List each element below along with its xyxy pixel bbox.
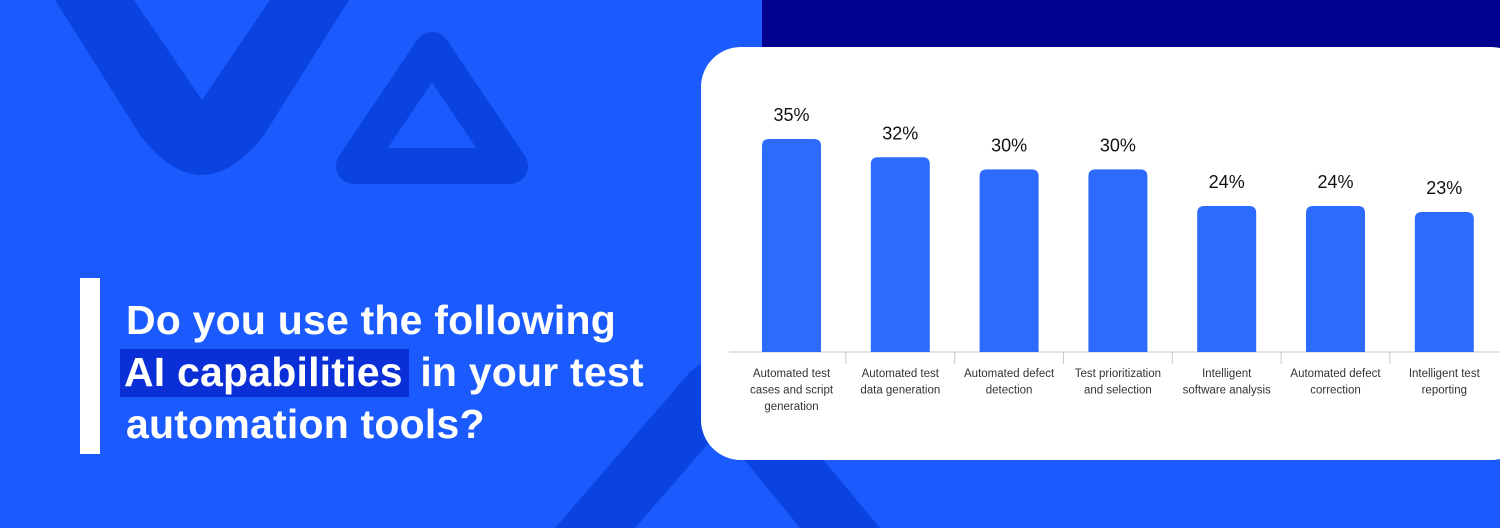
bar-7: [1414, 212, 1474, 352]
category-label-line: Automated defect: [964, 368, 1055, 380]
bar-chart: 35% Automated test cases and script generat…: [729, 105, 1500, 413]
question-line-3: automation tools?: [126, 401, 485, 447]
bar-3: [979, 169, 1039, 352]
quote-bar: [80, 278, 100, 454]
category-label-line: Automated test: [753, 368, 831, 380]
category-label-line: correction: [1310, 385, 1361, 397]
question-line-2-rest: in your test: [420, 349, 644, 395]
question-line-1: Do you use the following: [126, 297, 616, 343]
question-highlight: AI capabilities: [120, 349, 409, 397]
question-line-2: AI capabilities in your test: [120, 346, 686, 398]
bar-value-label-5: 24%: [1209, 172, 1245, 192]
category-label-line: Test prioritization: [1075, 368, 1161, 380]
bar-value-label-6: 24%: [1317, 172, 1353, 192]
category-label-1: Automated test cases and script generation: [750, 368, 834, 413]
chevron-shape: [55, 0, 349, 175]
bar-value-label-4: 30%: [1100, 135, 1136, 155]
category-label-6: Automated defect correction: [1290, 368, 1381, 397]
triangle-outline-shape: [336, 32, 528, 184]
category-label-line: Intelligent test: [1409, 368, 1481, 380]
category-label-4: Test prioritization and selection: [1075, 368, 1161, 397]
category-label-line: and selection: [1084, 385, 1152, 397]
category-label-line: Intelligent: [1202, 368, 1252, 380]
category-label-line: reporting: [1422, 385, 1467, 397]
bar-6: [1306, 205, 1365, 352]
category-label-5: Intelligent software analysis: [1183, 368, 1271, 397]
bar-value-label-3: 30%: [991, 135, 1027, 155]
bar-4: [1088, 169, 1148, 352]
bar-2: [870, 157, 930, 352]
lower-chevron-shape: [555, 358, 880, 528]
category-label-line: generation: [764, 401, 818, 413]
category-label-line: data generation: [860, 385, 940, 397]
category-label-line: detection: [986, 385, 1033, 397]
category-label-line: software analysis: [1183, 385, 1271, 397]
chart-card: 35% Automated test cases and script generat…: [701, 47, 1500, 460]
category-label-2: Automated test data generation: [860, 368, 940, 397]
category-label-3: Automated defect detection: [964, 368, 1055, 397]
navy-band: [762, 0, 1500, 48]
category-label-line: Automated test: [862, 368, 940, 380]
category-label-7: Intelligent test reporting: [1409, 368, 1481, 397]
category-label-line: cases and script: [750, 385, 834, 397]
bar-value-label-2: 32%: [882, 123, 918, 143]
bar-1: [762, 139, 821, 352]
bar-value-label-7: 23%: [1426, 178, 1462, 198]
survey-question: Do you use the following AI capabilities…: [120, 294, 686, 450]
category-label-line: Automated defect: [1290, 368, 1381, 380]
bar-value-label-1: 35%: [773, 105, 809, 125]
bar-5: [1197, 205, 1257, 352]
